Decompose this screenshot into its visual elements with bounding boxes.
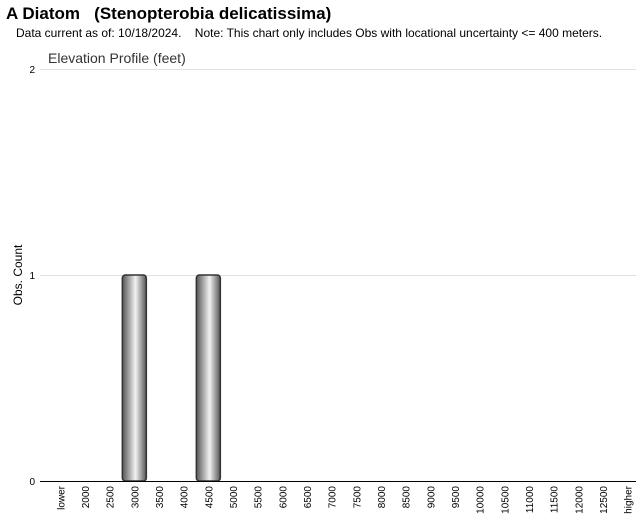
x-tick-label: higher xyxy=(624,485,635,513)
grid-lines xyxy=(40,69,636,276)
x-tick-label: 9500 xyxy=(451,486,462,509)
data-note: Data current as of: 10/18/2024. Note: Th… xyxy=(16,26,603,40)
x-tick-labels: lower 2000 2500 3000 3500 4000 4500 5000 5500 600… xyxy=(56,485,634,513)
x-tick-label: 10500 xyxy=(500,486,511,514)
x-tick-label: 7500 xyxy=(352,486,363,509)
x-tick-label: 11000 xyxy=(525,486,536,514)
x-tick-label: 12500 xyxy=(599,486,610,514)
x-tick-label: 7000 xyxy=(328,486,339,509)
y-tick-labels: 0 1 2 xyxy=(29,65,35,488)
x-tick-label: 3500 xyxy=(155,486,166,509)
bars xyxy=(121,274,222,482)
y-tick-label: 0 xyxy=(29,477,35,488)
x-tick-label: 3000 xyxy=(130,486,141,509)
x-tick-label: 5500 xyxy=(254,486,265,509)
x-tick-label: 8000 xyxy=(377,486,388,509)
x-tick-label: 9000 xyxy=(426,486,437,509)
x-tick-label: 5000 xyxy=(229,486,240,509)
x-tick-label: 10000 xyxy=(476,486,487,514)
y-axis-label: Obs. Count xyxy=(11,244,25,305)
x-tick-label: 2500 xyxy=(106,486,117,509)
chart-title: Elevation Profile (feet) xyxy=(48,50,186,66)
x-tick-label: 4500 xyxy=(204,486,215,509)
y-tick-label: 2 xyxy=(29,65,35,76)
x-tick-label: 8500 xyxy=(402,486,413,509)
page-title: A Diatom (Stenopterobia delicatissima) xyxy=(6,4,332,23)
x-tick-label: 2000 xyxy=(81,486,92,509)
x-tick-label: 11500 xyxy=(550,486,561,514)
x-tick-label: lower xyxy=(56,485,67,510)
x-tick-label: 12000 xyxy=(574,486,585,514)
x-tick-label: 6500 xyxy=(303,486,314,509)
bar-4500 xyxy=(195,274,222,482)
x-tick-label: 4000 xyxy=(180,486,191,509)
bar-3000 xyxy=(121,274,148,482)
x-tick-label: 6000 xyxy=(278,486,289,509)
y-tick-label: 1 xyxy=(29,271,35,282)
